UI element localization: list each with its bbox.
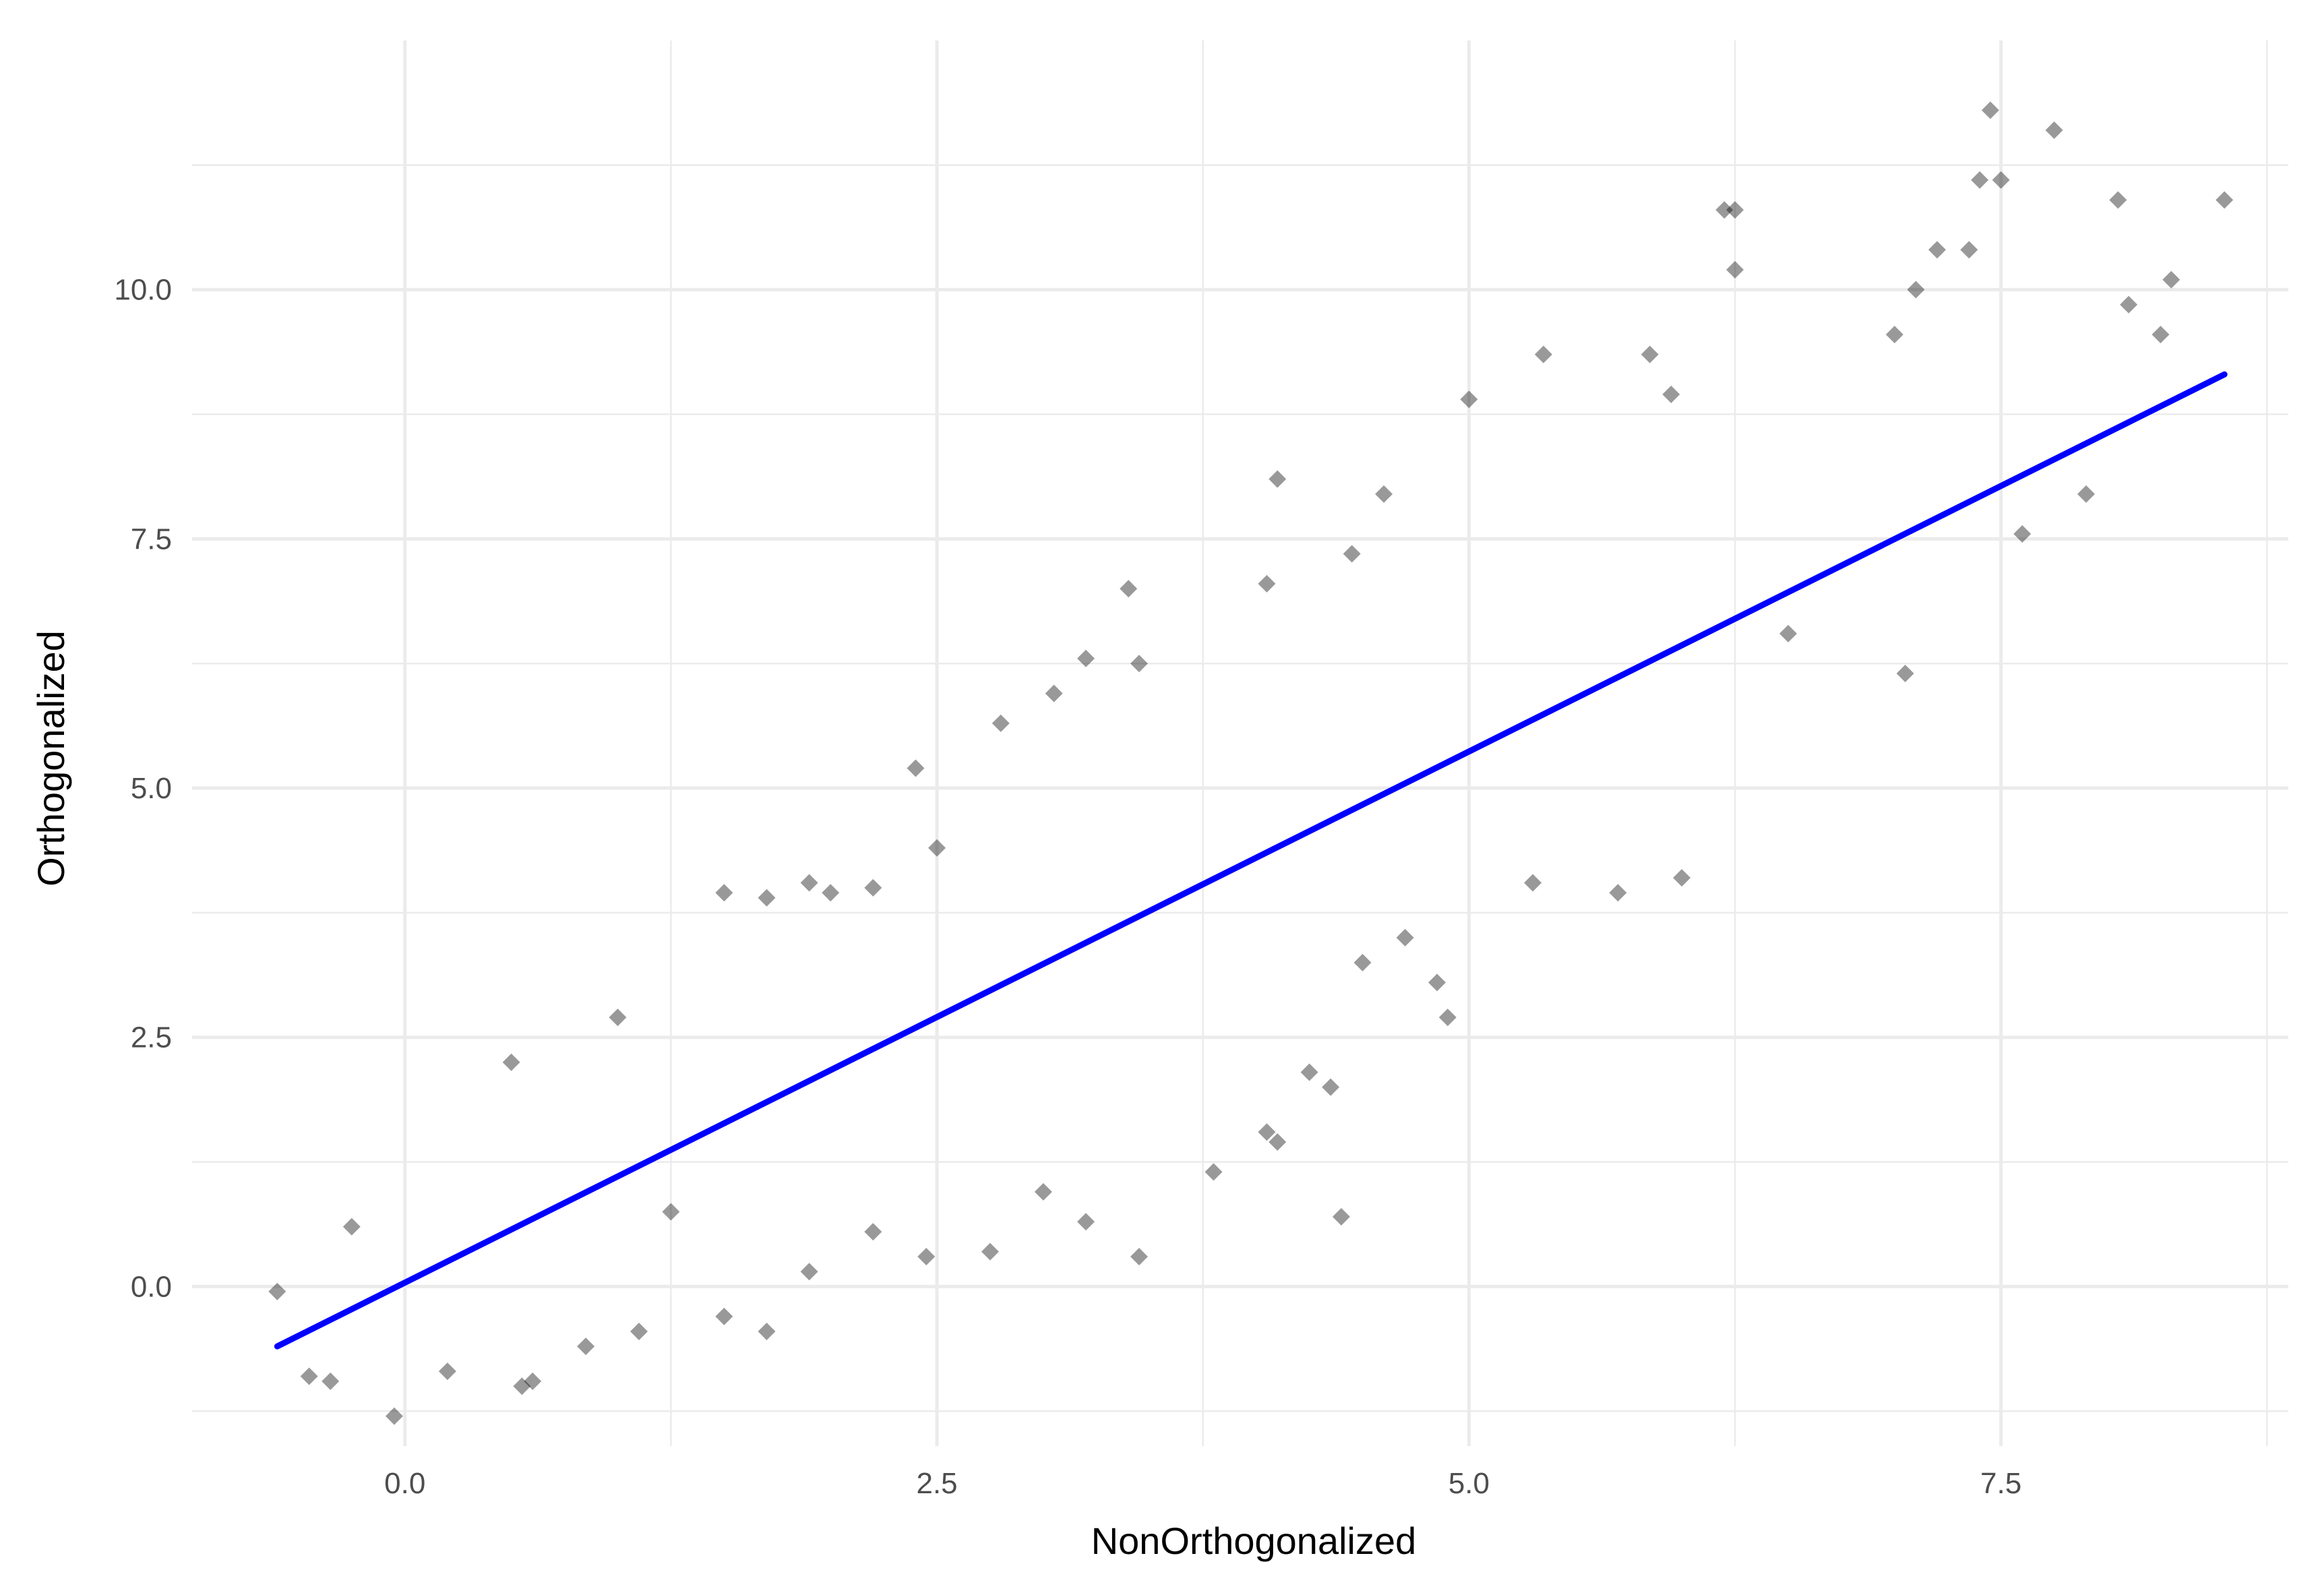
data-point	[981, 1242, 1000, 1261]
data-point	[928, 839, 946, 857]
data-point	[1077, 1213, 1095, 1231]
data-point	[502, 1053, 520, 1071]
data-point	[1779, 624, 1798, 642]
data-point	[1034, 1182, 1052, 1201]
data-point	[800, 874, 818, 892]
data-point	[2077, 485, 2096, 503]
y-tick-label: 10.0	[114, 274, 172, 307]
data-point	[1641, 345, 1659, 363]
data-point	[513, 1377, 531, 1395]
data-point	[1300, 1063, 1318, 1081]
y-tick-label: 0.0	[131, 1270, 172, 1303]
x-axis-title: NonOrthogonalized	[1091, 1520, 1417, 1562]
data-point	[1353, 953, 1372, 971]
data-point	[1726, 201, 1744, 219]
data-point	[864, 1223, 882, 1241]
data-point	[991, 714, 1010, 732]
data-point	[1332, 1207, 1350, 1226]
data-point	[1258, 1123, 1276, 1141]
data-point	[1992, 171, 2010, 189]
x-tick-label: 5.0	[1448, 1467, 1490, 1500]
data-point	[1130, 1248, 1149, 1266]
data-point	[662, 1203, 680, 1221]
data-point	[342, 1218, 361, 1236]
data-point	[715, 1307, 733, 1325]
data-point	[1396, 928, 1414, 947]
data-point	[1204, 1163, 1223, 1181]
data-point	[864, 878, 882, 897]
data-point	[1534, 345, 1552, 363]
data-point	[1428, 973, 1446, 992]
data-point	[1971, 171, 1989, 189]
data-point	[1375, 485, 1393, 503]
data-point	[2151, 326, 2170, 344]
data-point	[1343, 545, 1361, 563]
data-point	[2013, 524, 2031, 543]
minor-gridlines	[192, 40, 2288, 1446]
data-point	[1885, 326, 1903, 344]
data-point	[524, 1372, 542, 1390]
data-point	[1609, 884, 1627, 902]
fit-line	[274, 371, 2228, 1350]
data-point	[609, 1009, 627, 1027]
y-tick-label: 5.0	[131, 772, 172, 805]
data-point	[1258, 574, 1276, 593]
data-point	[300, 1367, 318, 1385]
data-point	[1045, 684, 1063, 702]
data-point	[385, 1407, 403, 1425]
data-point	[1077, 649, 1095, 667]
major-gridlines	[192, 40, 2288, 1446]
data-point	[1896, 664, 1914, 682]
data-point	[1715, 201, 1734, 219]
data-point	[1322, 1078, 1340, 1096]
data-point	[715, 884, 733, 902]
data-point	[322, 1372, 340, 1390]
data-point	[630, 1322, 648, 1340]
data-point	[268, 1282, 286, 1300]
data-point	[2215, 191, 2234, 209]
data-point	[800, 1263, 818, 1281]
data-point	[1130, 655, 1149, 673]
data-point	[2162, 270, 2180, 289]
data-point	[1268, 470, 1287, 488]
y-tick-label: 2.5	[131, 1021, 172, 1054]
data-point	[1726, 261, 1744, 279]
data-point	[822, 884, 840, 902]
data-point	[2120, 295, 2138, 313]
data-point	[1673, 869, 1691, 887]
x-tick-label: 2.5	[916, 1467, 957, 1500]
data-point	[758, 889, 776, 907]
data-point	[2109, 191, 2127, 209]
data-point	[758, 1322, 776, 1340]
data-point	[2045, 121, 2063, 140]
data-point	[1120, 580, 1138, 598]
x-tick-labels: 0.0 2.5 5.0 7.5	[384, 1467, 2021, 1500]
data-points	[268, 101, 2234, 1425]
data-point	[1524, 874, 1542, 892]
data-point	[1907, 280, 1925, 299]
fit-line-group	[274, 371, 2228, 1350]
data-point	[438, 1362, 456, 1381]
y-tick-label: 7.5	[131, 522, 172, 556]
data-point	[1268, 1133, 1287, 1151]
data-point	[1438, 1009, 1457, 1027]
data-point	[577, 1338, 595, 1356]
x-tick-label: 7.5	[1980, 1467, 2021, 1500]
y-axis-title: Orthogonalized	[30, 630, 72, 887]
data-point	[1460, 390, 1478, 409]
data-point	[1981, 101, 1999, 119]
data-point	[1928, 241, 1947, 259]
data-point	[1662, 385, 1680, 403]
data-point	[907, 759, 925, 777]
data-point	[917, 1248, 936, 1266]
x-tick-label: 0.0	[384, 1467, 425, 1500]
y-tick-labels: 0.0 2.5 5.0 7.5 10.0	[114, 274, 172, 1304]
data-point	[1960, 241, 1978, 259]
